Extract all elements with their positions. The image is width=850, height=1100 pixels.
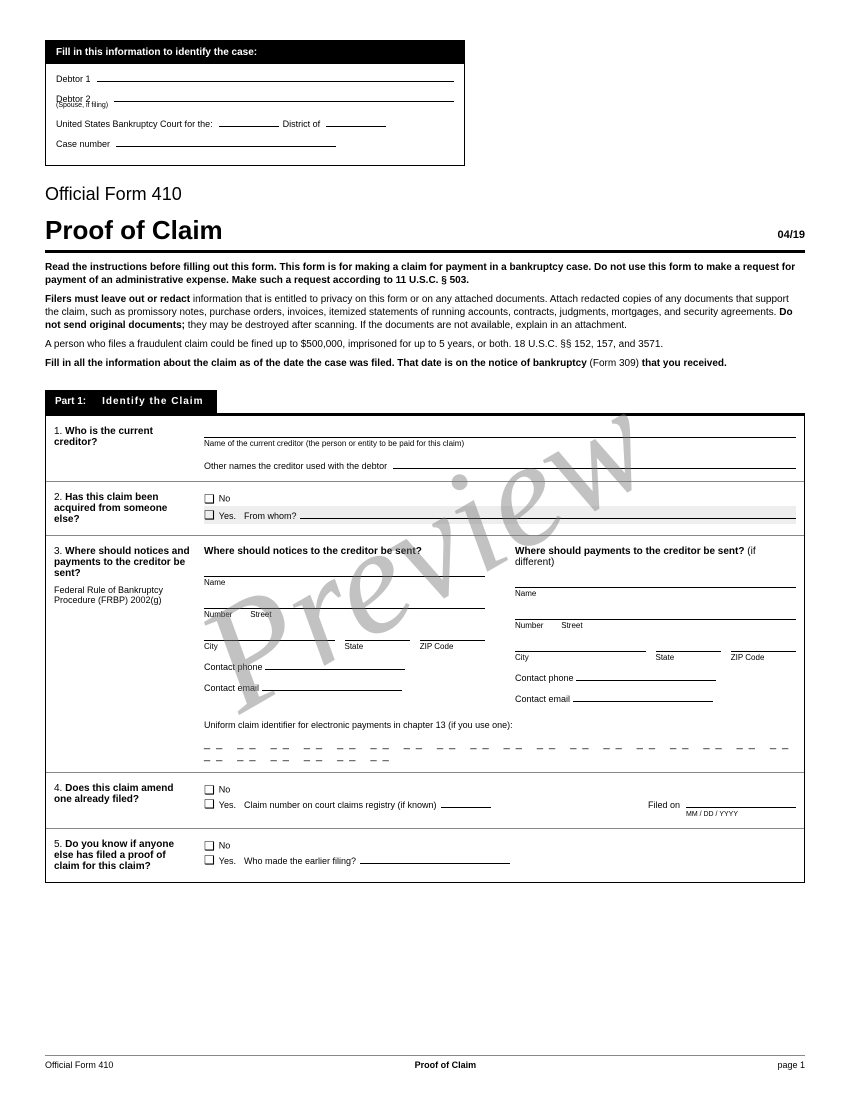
q2-yes-checkbox[interactable]: ❑ (204, 508, 215, 522)
q2-answer: ❑No ❑ Yes. From whom? (204, 492, 796, 525)
q1-sub2: Other names the creditor used with the d… (204, 461, 387, 471)
instr-p4: Fill in all the information about the cl… (45, 357, 805, 370)
part1-num: Part 1: (45, 390, 96, 413)
district-input-2[interactable] (326, 117, 386, 127)
q2-section: 2. Has this claim been acquired from som… (46, 482, 804, 536)
payments-head: Where should payments to the creditor be… (515, 546, 796, 568)
q1-label: 1. Who is the current creditor? (54, 426, 204, 471)
payments-street-input[interactable] (515, 608, 796, 620)
notices-head: Where should notices to the creditor be … (204, 546, 485, 557)
notices-col: Where should notices to the creditor be … (204, 546, 485, 704)
q5-yes-checkbox[interactable]: ❑ (204, 853, 215, 867)
uniform-id-label: Uniform claim identifier for electronic … (204, 720, 796, 730)
court-prefix: United States Bankruptcy Court for the: (56, 119, 213, 129)
debtor2-row: Debtor 2 (Spouse, if filing) (56, 92, 454, 109)
instr-p1: Read the instructions before filling out… (45, 262, 795, 286)
official-form-label: Official Form 410 (45, 184, 805, 205)
form-title: Proof of Claim 04/19 (45, 215, 805, 253)
page-footer: Official Form 410 Proof of Claim page 1 (45, 1055, 805, 1070)
q5-answer: ❑No ❑ Yes. Who made the earlier filing? (204, 839, 796, 872)
q4-label: 4. Does this claim amend one already fil… (54, 783, 204, 818)
notices-city-input[interactable] (204, 629, 335, 641)
q1-section: 1. Who is the current creditor? Name of … (46, 416, 804, 482)
q1-other-input[interactable] (393, 458, 796, 469)
instr-p3: A person who files a fraudulent claim co… (45, 338, 805, 351)
q2-label: 2. Has this claim been acquired from som… (54, 492, 204, 525)
q4-no-checkbox[interactable]: ❑ (204, 783, 215, 797)
payments-state-input[interactable] (656, 640, 721, 652)
uniform-id-input[interactable]: __ __ __ __ __ __ __ __ __ __ __ __ __ _… (204, 738, 796, 762)
q2-no-checkbox[interactable]: ❑ (204, 492, 215, 506)
payments-city-input[interactable] (515, 640, 646, 652)
form-table: 1. Who is the current creditor? Name of … (45, 413, 805, 883)
case-info-box: Fill in this information to identify the… (45, 40, 465, 166)
q4-date-input[interactable] (686, 797, 796, 808)
spouse-note: (Spouse, if filing) (56, 102, 108, 109)
q3-answer: Where should notices to the creditor be … (204, 546, 796, 762)
part1-title: Identify the Claim (96, 390, 217, 413)
court-row: United States Bankruptcy Court for the: … (56, 117, 454, 129)
q2-fromwhom-input[interactable] (300, 508, 796, 519)
footer-right: page 1 (777, 1060, 805, 1070)
q4-yes-checkbox[interactable]: ❑ (204, 797, 215, 811)
form-date: 04/19 (777, 229, 805, 241)
q4-claimno-input[interactable] (441, 797, 491, 808)
notices-email-input[interactable] (262, 680, 402, 691)
q1-name-input[interactable] (204, 426, 796, 438)
q5-label: 5. Do you know if anyone else has filed … (54, 839, 204, 872)
q5-no-checkbox[interactable]: ❑ (204, 839, 215, 853)
instructions: Read the instructions before filling out… (45, 261, 805, 370)
q4-section: 4. Does this claim amend one already fil… (46, 773, 804, 829)
notices-street-input[interactable] (204, 597, 485, 609)
notices-zip-input[interactable] (420, 629, 485, 641)
instr-p2: Filers must leave out or redact informat… (45, 293, 805, 332)
debtor2-input[interactable] (114, 92, 454, 102)
q3-sub: Federal Rule of Bankruptcy Procedure (FR… (54, 585, 194, 605)
footer-left: Official Form 410 (45, 1060, 113, 1070)
q1-answer: Name of the current creditor (the person… (204, 426, 796, 471)
notices-state-input[interactable] (345, 629, 410, 641)
case-body: Debtor 1 Debtor 2 (Spouse, if filing) Un… (46, 64, 464, 165)
debtor1-label: Debtor 1 (56, 74, 91, 84)
q4-answer: ❑No ❑ Yes. Claim number on court claims … (204, 783, 796, 818)
form-title-text: Proof of Claim (45, 215, 223, 245)
debtor1-input[interactable] (97, 72, 454, 82)
casenum-row: Case number (56, 137, 454, 149)
q3-section: 3. Where should notices and payments to … (46, 536, 804, 773)
casenum-label: Case number (56, 139, 110, 149)
payments-zip-input[interactable] (731, 640, 796, 652)
notices-name-input[interactable] (204, 563, 485, 577)
payments-phone-input[interactable] (576, 670, 716, 681)
footer-center: Proof of Claim (415, 1060, 477, 1070)
part1-header: Part 1: Identify the Claim (45, 390, 217, 413)
casenum-input[interactable] (116, 137, 336, 147)
q1-sub1: Name of the current creditor (the person… (204, 439, 796, 448)
q5-who-input[interactable] (360, 853, 510, 864)
payments-col: Where should payments to the creditor be… (515, 546, 796, 704)
district-of: District of (283, 119, 321, 129)
payments-email-input[interactable] (573, 691, 713, 702)
district-input-1[interactable] (219, 117, 279, 127)
notices-phone-input[interactable] (265, 659, 405, 670)
q3-label: 3. Where should notices and payments to … (54, 546, 204, 762)
case-header: Fill in this information to identify the… (46, 41, 464, 64)
title-row: Proof of Claim 04/19 (45, 213, 805, 253)
debtor1-row: Debtor 1 (56, 72, 454, 84)
q5-section: 5. Do you know if anyone else has filed … (46, 829, 804, 882)
payments-name-input[interactable] (515, 574, 796, 588)
